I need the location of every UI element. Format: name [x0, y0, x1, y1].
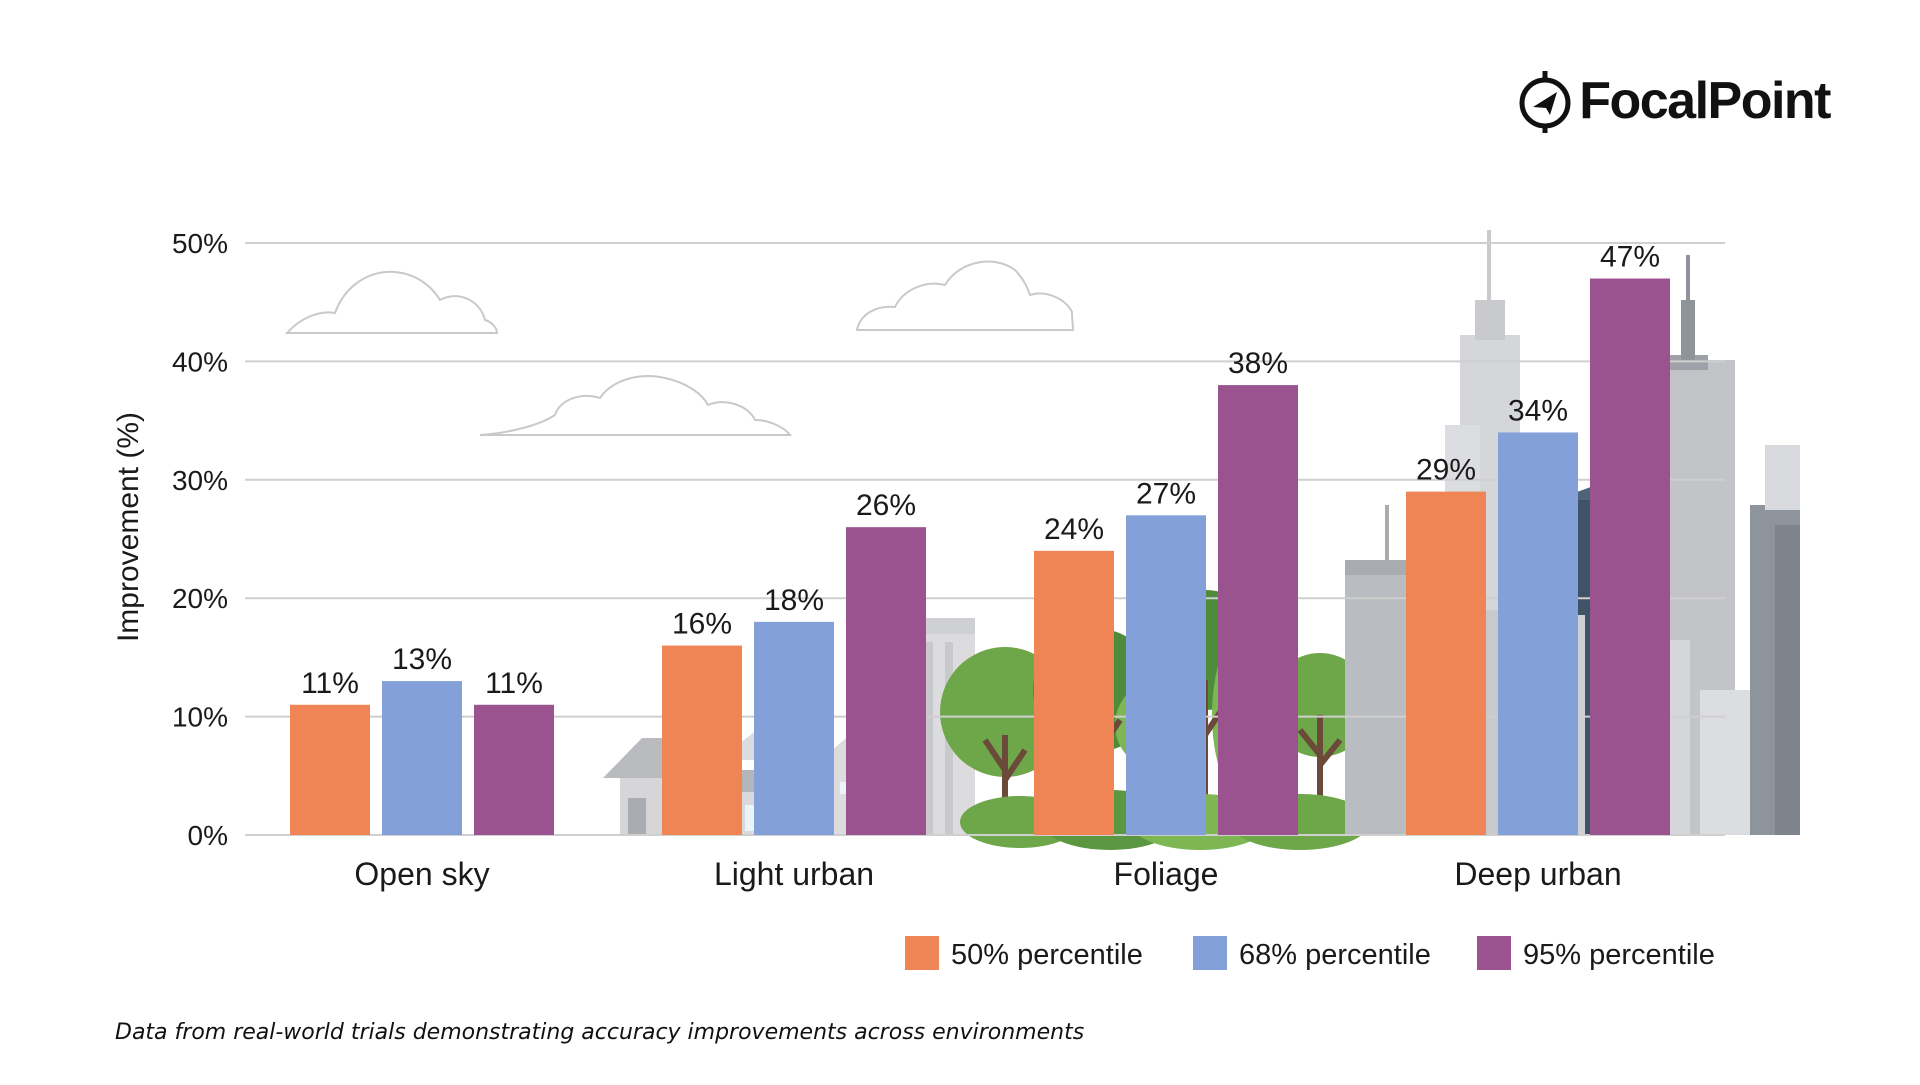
legend-label: 50% percentile [951, 939, 1143, 971]
bar [1406, 491, 1486, 835]
legend-label: 95% percentile [1523, 939, 1715, 971]
legend-item: 95% percentile [1477, 936, 1715, 971]
data-label: 13% [392, 643, 452, 676]
x-tick-label: Open sky [354, 856, 489, 892]
cloud-icon [479, 375, 792, 436]
legend-swatch [1193, 936, 1227, 970]
y-tick-label: 30% [172, 465, 228, 496]
legend-swatch [1477, 936, 1511, 970]
data-label: 38% [1228, 347, 1288, 380]
bar [1126, 515, 1206, 835]
data-label: 11% [301, 667, 359, 700]
bar [1034, 550, 1114, 835]
legend-swatch [905, 936, 939, 970]
caption: Data from real-world trials demonstratin… [115, 1020, 1085, 1045]
data-label: 47% [1600, 241, 1660, 274]
data-label: 18% [764, 584, 824, 617]
data-label: 29% [1416, 454, 1476, 487]
data-label: 26% [856, 489, 916, 522]
cloud-icon [855, 260, 1075, 331]
bar [1498, 432, 1578, 835]
legend-item: 50% percentile [905, 936, 1143, 971]
bar [662, 645, 742, 835]
cloud-icon [284, 270, 499, 334]
x-axis: Open sky Light urban Foliage Deep urban [354, 856, 1621, 892]
brand-logo: FocalPoint [1517, 68, 1831, 134]
data-label: 27% [1136, 477, 1196, 510]
data-label: 16% [672, 608, 732, 641]
bar-group-deep-urban: 29% 34% 47% [1406, 241, 1670, 835]
bar [474, 704, 554, 835]
bar-group-open-sky: 11% 13% 11% [290, 643, 554, 835]
bar [290, 704, 370, 835]
data-label: 24% [1044, 513, 1104, 546]
bar [846, 527, 926, 835]
bar-group-light-urban: 16% 18% 26% [662, 489, 926, 835]
y-tick-label: 50% [172, 228, 228, 259]
legend-item: 68% percentile [1193, 936, 1431, 971]
brand-name: FocalPoint [1579, 72, 1831, 130]
x-tick-label: Deep urban [1454, 856, 1621, 892]
bar [754, 621, 834, 835]
x-tick-label: Light urban [714, 856, 874, 892]
y-tick-label: 0% [188, 820, 228, 851]
bar [1218, 385, 1298, 835]
y-axis-label: Improvement (%) [112, 412, 145, 642]
bar [382, 681, 462, 835]
compass-icon [1519, 71, 1571, 133]
bar-group-foliage: 24% 27% 38% [1034, 347, 1298, 835]
bars: 11% 13% 11% 16% 18% 26% 24% 27% 38% 29% 34% 47% [290, 241, 1670, 835]
y-tick-label: 20% [172, 583, 228, 614]
legend: 50% percentile 68% percentile 95% percenti… [905, 936, 1715, 971]
y-tick-label: 10% [172, 702, 228, 733]
data-label: 34% [1508, 394, 1568, 427]
y-axis: 0% 10% 20% 30% 40% 50% [172, 228, 228, 851]
y-tick-label: 40% [172, 346, 228, 377]
x-tick-label: Foliage [1114, 856, 1219, 892]
data-label: 11% [485, 667, 543, 700]
legend-label: 68% percentile [1239, 939, 1431, 971]
bar [1590, 278, 1670, 835]
